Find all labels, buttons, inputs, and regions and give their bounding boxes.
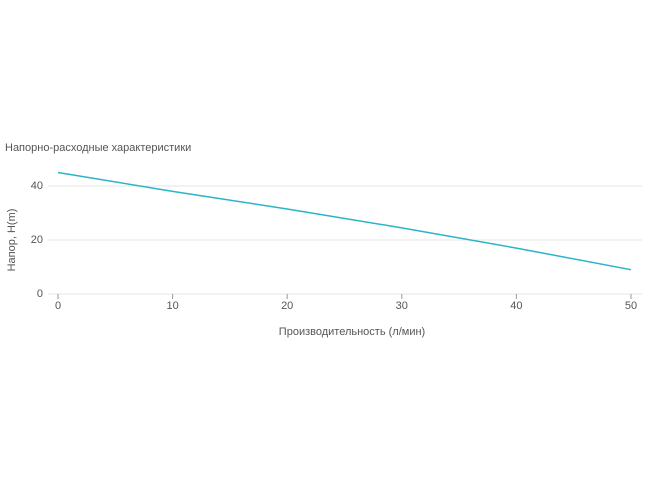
x-axis-label: Производительность (л/мин) [279,326,425,338]
x-tick-label: 40 [510,300,522,312]
y-axis-label: Напор, H(m) [6,209,18,272]
line [57,171,632,271]
y-tick-label: 0 [37,288,43,300]
x-tick-label: 0 [55,300,61,312]
x-tick-label: 50 [625,300,637,312]
x-tick-label: 30 [396,300,408,312]
chart-title: Напорно-расходные характеристики [5,142,191,154]
y-tick-label: 40 [31,180,43,192]
y-tick-label: 20 [31,234,43,246]
x-tick-label: 20 [281,300,293,312]
x-tick-label: 10 [166,300,178,312]
